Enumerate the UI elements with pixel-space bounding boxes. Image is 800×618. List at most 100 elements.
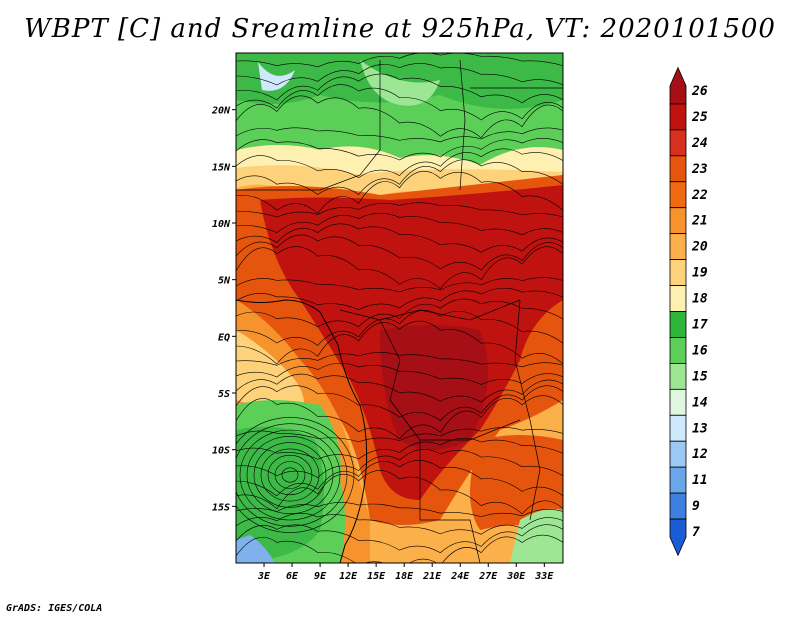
streamline	[236, 202, 563, 218]
colorbar-segment	[669, 492, 687, 520]
streamline	[236, 513, 563, 535]
lon-tick-label: 18E	[395, 571, 414, 582]
field-se-warm	[470, 435, 563, 530]
colorbar-segment	[669, 311, 687, 338]
lat-tick-label: 10S	[212, 446, 230, 457]
colorbar-label: 21	[691, 214, 708, 229]
gyre-streamline	[239, 429, 341, 521]
colorbar-label: 18	[692, 292, 708, 307]
lon-tick-label: 30E	[506, 571, 526, 582]
border-6	[514, 299, 541, 521]
streamline	[236, 84, 563, 121]
lat-tick-label: 5N	[218, 276, 231, 287]
colorbar-label: 9	[692, 499, 700, 514]
credit-text: GrADS: IGES/COLA	[6, 603, 103, 614]
colorbar-label: 17	[692, 317, 708, 332]
gyre-streamline	[236, 423, 348, 527]
lat-tick-label: EQ	[218, 332, 230, 343]
colorbar-label: 7	[692, 525, 700, 540]
colorbar-label: 19	[692, 266, 708, 281]
streamline	[236, 170, 563, 214]
lon-tick-label: 3E	[257, 571, 271, 582]
streamline	[236, 138, 563, 161]
colorbar-label: 16	[692, 343, 708, 358]
axes: 3E 6E 9E 12E 15E 18E 21E 24E 27E 30E 33E 20N 15N 10N 5…	[211, 106, 554, 582]
colorbar-label: 13	[692, 421, 708, 436]
colorbar-bottom-triangle	[669, 518, 687, 557]
streamline	[236, 246, 563, 290]
lon-tick-label: 24E	[450, 571, 470, 582]
lon-tick-label: 33E	[534, 571, 554, 582]
gyre-streamline	[246, 435, 334, 514]
field-sw-darkgreen	[236, 426, 324, 563]
lat-tick-label: 5S	[218, 389, 230, 400]
streamline	[236, 373, 563, 403]
streamline	[236, 127, 563, 143]
border-7	[419, 440, 481, 563]
lat-tick-label: 15S	[212, 502, 230, 513]
colorbar-segment	[669, 466, 687, 494]
colorbar-top-triangle	[669, 66, 687, 105]
colorbar-segment	[669, 259, 687, 286]
gyre-streamline	[253, 442, 327, 508]
lon-tick-label: 15E	[367, 571, 386, 582]
streamlines	[236, 53, 563, 563]
lon-tick-label: 27E	[478, 571, 498, 582]
colorbar-segment	[669, 285, 687, 312]
streamline	[236, 95, 563, 139]
gyre-streamline	[260, 448, 320, 502]
colorbar-label: 25	[691, 110, 708, 125]
gyre-streamline	[267, 454, 313, 496]
colorbar-label: 26	[691, 84, 708, 99]
field-north-blue	[258, 62, 295, 91]
wbpt-field	[236, 53, 563, 563]
colorbar-segment	[669, 103, 687, 131]
streamline	[236, 63, 563, 86]
chart-title: WBPT [C] and Sreamline at 925hPa, VT: 20…	[24, 14, 776, 44]
streamline	[236, 437, 563, 460]
border-1	[236, 60, 381, 191]
colorbar-label: 15	[692, 369, 708, 384]
streamline	[236, 385, 563, 422]
border-4	[339, 299, 521, 321]
coastlines	[236, 59, 563, 563]
lat-tick-label: 10N	[212, 219, 231, 230]
streamline	[236, 470, 563, 515]
streamline	[236, 362, 563, 385]
streamline	[236, 524, 563, 554]
streamline	[236, 223, 563, 253]
west-coast	[236, 299, 368, 563]
streamline	[236, 352, 563, 368]
colorbar-segment	[669, 181, 687, 209]
streamline	[236, 449, 563, 478]
streamline	[236, 502, 563, 518]
streamline	[236, 460, 563, 497]
gyre-streamline	[281, 467, 299, 483]
streamline	[236, 395, 563, 440]
colorbar-segment	[669, 388, 687, 416]
colorbar-segment	[669, 129, 687, 157]
colorbar-label: 14	[692, 395, 708, 410]
streamline	[236, 212, 563, 236]
streamline	[236, 320, 563, 365]
lon-tick-label: 6E	[286, 571, 299, 582]
colorbar-segment	[669, 337, 687, 364]
map-frame	[235, 52, 564, 564]
lon-tick-label: 12E	[339, 571, 358, 582]
colorbar-label: 12	[692, 447, 708, 462]
border-5	[379, 319, 521, 441]
colorbar-segment	[669, 207, 687, 235]
streamline	[236, 427, 563, 443]
streamline	[236, 277, 563, 293]
streamline	[236, 234, 563, 271]
colorbar-segment	[669, 414, 687, 442]
streamline	[236, 287, 563, 311]
streamline	[236, 73, 563, 104]
border-2	[459, 59, 466, 191]
colorbar-label: 23	[691, 162, 708, 177]
colorbar-segment	[669, 233, 687, 261]
lat-tick-label: 20N	[211, 106, 231, 117]
streamline	[236, 298, 563, 328]
gyre-streamline	[274, 461, 306, 489]
